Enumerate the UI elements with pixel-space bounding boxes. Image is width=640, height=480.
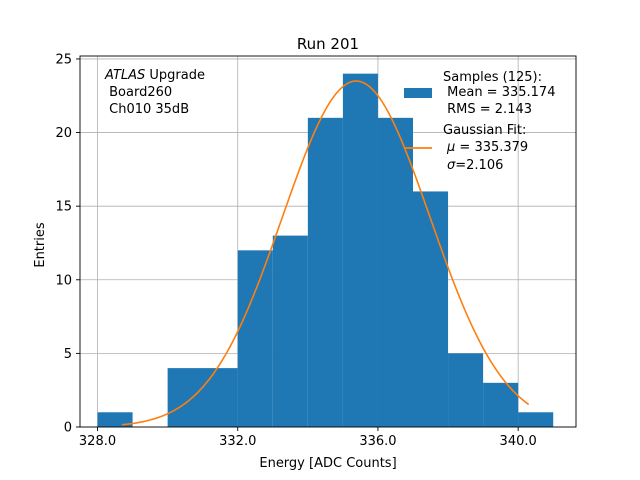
- legend-fit-sigma: σ=2.106: [447, 158, 503, 173]
- annotation-line-1: ATLAS Upgrade: [104, 68, 205, 83]
- annotation-upgrade: Upgrade: [145, 68, 205, 83]
- y-tick-label: 25: [55, 52, 72, 67]
- histogram-bar: [518, 412, 554, 427]
- y-tick-label: 20: [55, 126, 72, 141]
- histogram-bar: [237, 250, 273, 427]
- axes: 328.0 332.0 336.0 340.0 0 5 10 15 20 25: [55, 52, 577, 449]
- legend-samples-mean: Mean = 335.174: [443, 85, 555, 100]
- y-tick-label: 10: [55, 273, 72, 288]
- histogram-bar: [483, 382, 519, 427]
- legend-samples-patch: [404, 88, 432, 98]
- gaussian-fit: [121, 80, 530, 426]
- legend-mu-symbol: μ: [446, 140, 455, 155]
- legend-samples-rms: RMS = 2.143: [443, 102, 532, 117]
- x-tick-label: 340.0: [500, 434, 537, 449]
- legend-samples-title: Samples (125):: [443, 70, 542, 85]
- x-tick-label: 336.0: [359, 434, 396, 449]
- y-axis-label: Entries: [33, 222, 48, 268]
- legend-fit-title: Gaussian Fit:: [443, 123, 526, 138]
- histogram-bar: [448, 353, 484, 427]
- annotation-atlas: ATLAS: [104, 68, 145, 83]
- x-axis-label: Energy [ADC Counts]: [259, 456, 396, 471]
- legend-fit-mu: μ = 335.379: [446, 140, 528, 155]
- y-tick-label: 0: [64, 421, 72, 436]
- histogram-bar: [307, 117, 343, 427]
- histogram-bar: [377, 117, 414, 427]
- chart-title: Run 201: [297, 35, 359, 53]
- histogram-bar: [167, 368, 238, 427]
- annotation-line-3: Ch010 35dB: [105, 102, 189, 117]
- legend-mu-value: = 335.379: [455, 140, 528, 155]
- y-tick-label: 15: [55, 200, 72, 215]
- histogram-bar: [413, 191, 449, 427]
- atlas-annotation: ATLAS Upgrade Board260 Ch010 35dB: [104, 68, 205, 117]
- annotation-line-2: Board260: [105, 85, 172, 100]
- plot-frame: [79, 55, 577, 428]
- legend-sigma-value: =2.106: [455, 158, 503, 173]
- y-tick-label: 5: [64, 347, 72, 362]
- histogram-bars: [97, 73, 554, 428]
- legend-sigma-symbol: σ: [447, 158, 456, 173]
- gaussian-fit-curve: [121, 80, 530, 426]
- histogram-bar: [272, 235, 308, 427]
- x-tick-label: 332.0: [219, 434, 256, 449]
- x-tick-label: 328.0: [79, 434, 116, 449]
- legend: Samples (125): Mean = 335.174 RMS = 2.14…: [404, 70, 555, 173]
- histogram-bar: [342, 73, 378, 428]
- histogram-bar: [97, 412, 133, 427]
